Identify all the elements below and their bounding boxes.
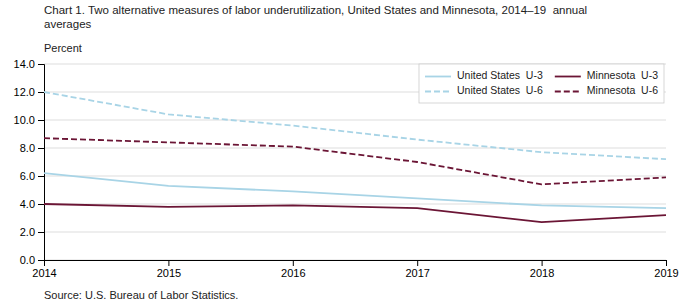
- chart: Chart 1. Two alternative measures of lab…: [0, 0, 682, 304]
- x-tick: 2016: [281, 260, 305, 279]
- annotation: Source: U.S. Bureau of Labor Statistics.: [44, 289, 238, 301]
- lines: [44, 92, 666, 222]
- legend-label: United States U-6: [457, 84, 543, 96]
- y-tick: 6.0: [20, 170, 44, 182]
- x-tick: 2017: [405, 260, 429, 279]
- y-tick-label: 14.0: [14, 58, 35, 70]
- y-tick: 8.0: [20, 142, 44, 154]
- y-tick-mark: [38, 120, 44, 121]
- legend-frame: [419, 64, 664, 103]
- y-tick-mark: [38, 260, 44, 261]
- x-axis-line: [45, 261, 667, 267]
- y-tick-label: 4.0: [20, 198, 35, 210]
- x-tick-label: 2014: [32, 267, 56, 279]
- legend-item: Minnesota U-6: [555, 84, 658, 96]
- title: averages: [44, 18, 92, 30]
- y-tick: 2.0: [20, 226, 44, 238]
- y-tick-mark: [38, 176, 44, 177]
- y-tick-label: 0.0: [20, 254, 35, 266]
- y-tick: 4.0: [20, 198, 44, 210]
- grid-line: [44, 148, 666, 149]
- grid-line: [44, 232, 666, 233]
- plot: 2014 2015 2016 2017 2018 2019 0.0 2.0 4.0 6.0 8.0 1…: [14, 58, 679, 279]
- y-tick-label: 10.0: [14, 114, 35, 126]
- y-tick: 10.0: [14, 114, 44, 126]
- series-line: [44, 204, 666, 222]
- y-tick: 0.0: [20, 254, 44, 266]
- y-tick: 12.0: [14, 86, 44, 98]
- legend-label: Minnesota U-6: [587, 84, 658, 96]
- x-axis: 2014 2015 2016 2017 2018 2019: [32, 260, 678, 279]
- legend: United States U-3 United States U-6 Minnes…: [419, 64, 664, 103]
- x-tick-mark: [168, 260, 169, 266]
- y-tick-label: 12.0: [14, 86, 35, 98]
- y-tick-label: 8.0: [20, 142, 35, 154]
- series-line: [44, 173, 666, 208]
- x-tick-mark: [542, 260, 543, 266]
- y-axis-label: Percent: [44, 42, 82, 54]
- y-tick-mark: [38, 92, 44, 93]
- legend-item: United States U-6: [425, 84, 543, 96]
- y-tick: 14.0: [14, 58, 44, 70]
- series-line: [44, 138, 666, 184]
- y-tick-mark: [38, 232, 44, 233]
- y-tick-label: 6.0: [20, 170, 35, 182]
- x-tick: 2018: [530, 260, 554, 279]
- title: Chart 1. Two alternative measures of lab…: [44, 4, 587, 16]
- legend-item: United States U-3: [425, 69, 543, 81]
- legend-swatch: [425, 91, 451, 93]
- x-tick: 2014: [32, 260, 56, 279]
- y-tick-mark: [38, 204, 44, 205]
- grid-line: [44, 120, 666, 121]
- legend-swatch: [555, 76, 581, 78]
- x-tick-label: 2017: [405, 267, 429, 279]
- x-tick-label: 2019: [654, 267, 678, 279]
- legend-swatch: [425, 76, 451, 78]
- x-tick-label: 2015: [157, 267, 181, 279]
- y-tick-label: 2.0: [20, 226, 35, 238]
- y-tick-mark: [38, 64, 44, 65]
- x-tick-mark: [666, 260, 667, 266]
- x-tick-label: 2018: [530, 267, 554, 279]
- x-tick-mark: [293, 260, 294, 266]
- x-tick: 2015: [157, 260, 181, 279]
- x-tick-mark: [417, 260, 418, 266]
- legend-label: United States U-3: [457, 69, 543, 81]
- legend-item: Minnesota U-3: [555, 69, 658, 81]
- y-axis-line: [38, 65, 45, 261]
- grid: [44, 64, 666, 260]
- legend-label: Minnesota U-3: [587, 69, 658, 81]
- grid-line: [44, 176, 666, 177]
- legend-swatch: [555, 91, 581, 93]
- x-tick-label: 2016: [281, 267, 305, 279]
- grid-line: [44, 204, 666, 205]
- x-tick: 2019: [654, 260, 678, 279]
- y-tick-mark: [38, 148, 44, 149]
- y-axis: 0.0 2.0 4.0 6.0 8.0 10.0 12.0 14.0: [14, 58, 45, 266]
